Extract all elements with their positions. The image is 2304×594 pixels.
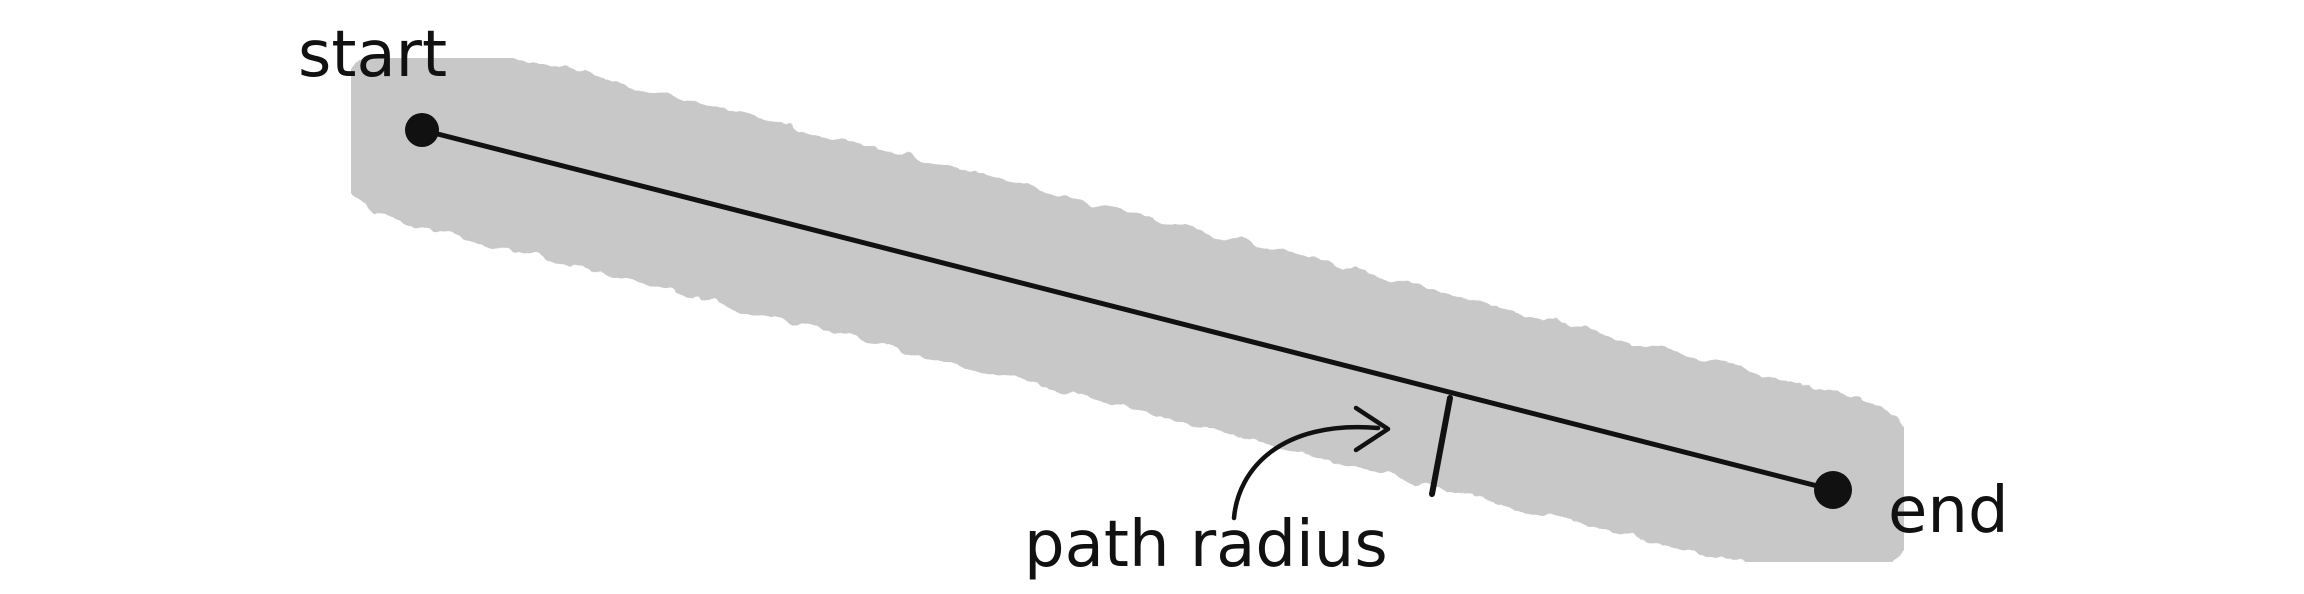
radius-arrow-head-icon: [1353, 405, 1391, 453]
path-line: [419, 127, 1836, 493]
end-label: end: [1888, 474, 2009, 548]
start-point: [405, 113, 439, 147]
end-point: [1814, 471, 1852, 509]
radius-tick: [1429, 395, 1453, 497]
start-label: start: [298, 18, 447, 92]
radius-arrow: [1231, 424, 1381, 521]
path-radius-label: path radius: [1024, 508, 1388, 582]
